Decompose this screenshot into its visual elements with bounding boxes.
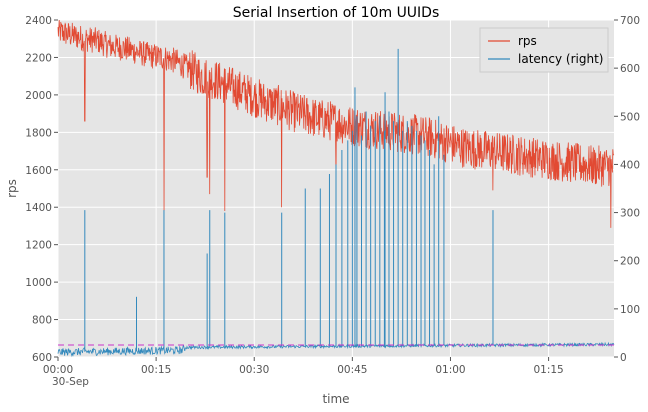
y2-tick-label: 300 bbox=[620, 208, 640, 220]
y2-tick-label: 200 bbox=[620, 256, 640, 268]
y-tick-label: 1400 bbox=[25, 202, 52, 214]
y-axis-label: rps bbox=[5, 179, 19, 198]
y-tick-label: 600 bbox=[32, 352, 52, 364]
y-tick-label: 2200 bbox=[25, 52, 52, 64]
y2-tick-label: 0 bbox=[620, 352, 627, 364]
x-axis-label: time bbox=[322, 392, 349, 406]
series-latency-baseline bbox=[57, 341, 615, 358]
x-tick-label: 00:15 bbox=[141, 364, 171, 376]
legend: rps latency (right) bbox=[479, 27, 609, 73]
x-tick-label: 00:00 bbox=[43, 364, 73, 376]
chart-title: Serial Insertion of 10m UUIDs bbox=[233, 5, 440, 21]
y2-tick-label: 400 bbox=[620, 159, 640, 171]
y2-tick-label: 600 bbox=[620, 63, 640, 75]
x-tick-sublabel: 30-Sep bbox=[52, 376, 89, 388]
legend-label: rps bbox=[518, 34, 537, 48]
series-layer bbox=[57, 19, 615, 358]
y-tick-label: 1000 bbox=[25, 277, 52, 289]
legend-label: latency (right) bbox=[518, 52, 603, 66]
x-tick-label: 00:45 bbox=[337, 364, 367, 376]
x-tick-label: 01:15 bbox=[533, 364, 563, 376]
y2-tick-label: 100 bbox=[620, 304, 640, 316]
x-tick-label: 00:30 bbox=[239, 364, 269, 376]
y-tick-label: 1200 bbox=[25, 240, 52, 252]
x-tick-label: 01:00 bbox=[435, 364, 465, 376]
y-tick-label: 800 bbox=[32, 315, 52, 327]
y-tick-label: 2000 bbox=[25, 90, 52, 102]
y-tick-label: 1600 bbox=[25, 165, 52, 177]
y2-tick-label: 500 bbox=[620, 111, 640, 123]
legend-box bbox=[479, 27, 609, 73]
y2-tick-label: 700 bbox=[620, 15, 640, 27]
y-tick-label: 2400 bbox=[25, 15, 52, 27]
y-tick-label: 1800 bbox=[25, 127, 52, 139]
ticks: 6008001000120014001600180020002200240001… bbox=[25, 15, 640, 388]
